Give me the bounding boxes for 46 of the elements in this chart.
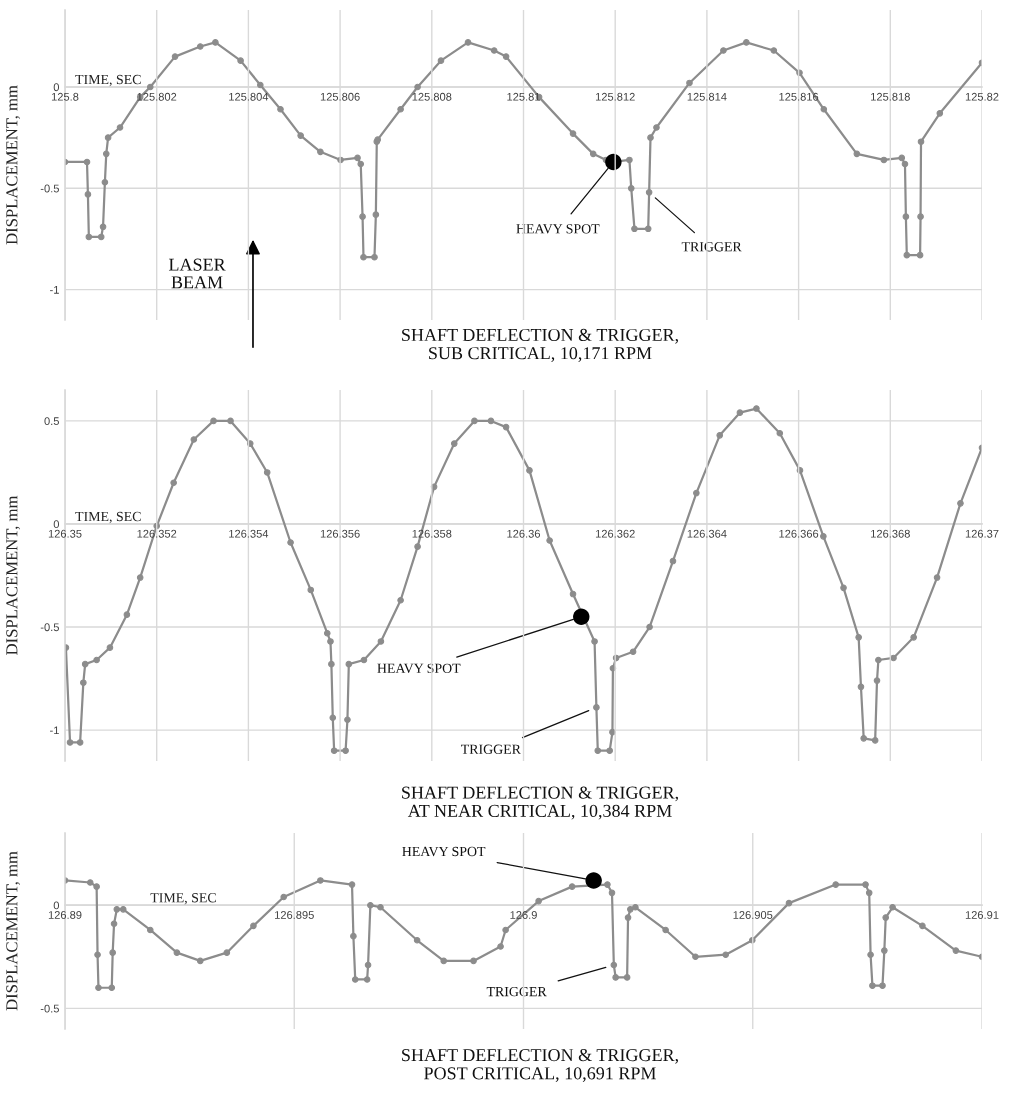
x-tick-label: 126.368 <box>871 529 910 538</box>
x-axis-title: TIME, SEC <box>75 74 141 87</box>
y-tick-label: 0 <box>53 901 60 910</box>
annotation: TRIGGER <box>486 986 547 997</box>
y-tick-label: -1 <box>50 726 59 735</box>
x-tick-label: 126.356 <box>320 529 360 538</box>
y-tick-label: 0.5 <box>44 417 59 426</box>
x-tick-label: 126.35 <box>48 529 82 538</box>
x-axis-title: TIME, SEC <box>150 893 216 905</box>
y-tick-label: -0.5 <box>40 1004 59 1013</box>
text: SHAFT DEFLECTION & TRIGGER, SUB CRITICAL, 10,171 RPM <box>402 328 678 362</box>
annotation: TRIGGER <box>681 242 742 252</box>
text: SHAFT DEFLECTION & TRIGGER, AT NEAR CRITICAL, 10,384 RPM <box>402 786 678 820</box>
x-axis-title: TIME, SEC <box>75 511 141 524</box>
annotation: HEAVY SPOT <box>377 663 461 674</box>
x-tick-label: 126.364 <box>687 529 727 538</box>
annotation: LASER BEAM <box>168 258 226 289</box>
y-axis-title: DISPLACEMENT, mm <box>6 851 20 1011</box>
x-tick-label: 126.91 <box>965 911 999 919</box>
x-tick-label: 125.8 <box>51 92 79 101</box>
x-tick-label: 126.37 <box>965 529 999 538</box>
x-tick-label: 126.89 <box>48 911 82 919</box>
x-tick-label: 126.9 <box>510 911 537 919</box>
x-tick-label: 126.354 <box>229 529 269 538</box>
x-tick-label: 125.814 <box>687 92 727 101</box>
text: SHAFT DEFLECTION & TRIGGER, POST CRITICAL, 10,691 RPM <box>402 1048 678 1082</box>
x-tick-label: 125.804 <box>229 92 269 101</box>
x-tick-label: 125.82 <box>965 92 999 101</box>
x-tick-label: 126.362 <box>595 529 635 538</box>
x-tick-label: 126.366 <box>779 529 819 538</box>
x-tick-label: 126.905 <box>733 911 773 919</box>
y-tick-label: -1 <box>50 285 59 294</box>
x-tick-label: 125.812 <box>595 92 635 101</box>
x-tick-label: 125.808 <box>412 92 452 101</box>
y-tick-label: -0.5 <box>40 623 59 632</box>
x-tick-label: 126.36 <box>507 529 541 538</box>
y-axis-title: DISPLACEMENT, mm <box>6 495 20 655</box>
annotation: HEAVY SPOT <box>402 846 486 857</box>
y-axis-title: DISPLACEMENT, mm <box>6 85 20 245</box>
x-tick-label: 125.806 <box>320 92 360 101</box>
x-tick-label: 125.818 <box>871 92 910 101</box>
y-tick-label: 0 <box>53 83 60 92</box>
y-tick-label: 0 <box>53 520 60 529</box>
y-tick-label: -0.5 <box>40 184 59 193</box>
x-tick-label: 126.895 <box>275 911 314 919</box>
annotation: TRIGGER <box>461 744 521 754</box>
